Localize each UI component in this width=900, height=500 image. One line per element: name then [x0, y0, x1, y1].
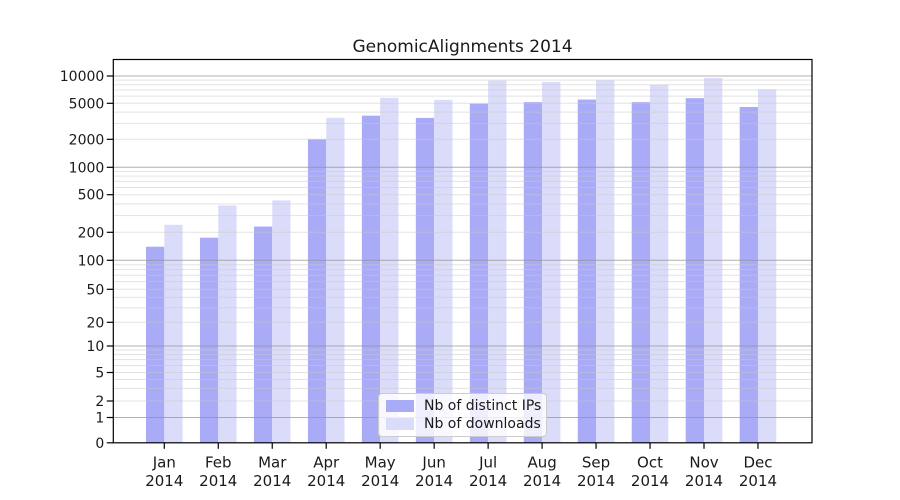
- x-tick-label-year: 2014: [577, 472, 615, 490]
- x-tick-label-month: Oct: [637, 454, 663, 472]
- x-tick-label-month: Aug: [527, 454, 556, 472]
- x-tick-label-month: Sep: [582, 454, 610, 472]
- y-tick-label: 1: [95, 411, 104, 427]
- x-tick-label-year: 2014: [145, 472, 183, 490]
- legend-item-downloads: Nb of downloads: [386, 416, 541, 432]
- x-tick-label-year: 2014: [307, 472, 345, 490]
- legend-label-distinct-ips: Nb of distinct IPs: [424, 398, 542, 414]
- bar-ips-jun: [415, 117, 435, 443]
- x-tick-label-month: Feb: [205, 454, 232, 472]
- y-tick-label: 2000: [69, 132, 105, 148]
- y-tick-label: 200: [78, 225, 105, 241]
- legend-swatch-distinct-ips: [386, 400, 414, 412]
- plot-border: [112, 58, 813, 444]
- bar-downloads-sep: [596, 80, 615, 443]
- y-tick-label: 50: [86, 282, 104, 298]
- x-tick-label-year: 2014: [199, 472, 237, 490]
- y-tick-label: 100: [78, 253, 105, 269]
- bar-ips-jan: [146, 246, 165, 443]
- y-tick-label: 0: [95, 436, 104, 452]
- x-tick-label-year: 2014: [415, 472, 453, 490]
- bar-ips-sep: [577, 99, 597, 443]
- x-tick-label-year: 2014: [523, 472, 561, 490]
- y-tick-label: 2: [95, 394, 104, 410]
- chart-title: GenomicAlignments 2014: [352, 37, 573, 57]
- bar-downloads-oct: [650, 84, 669, 443]
- x-tick-label-year: 2014: [469, 472, 507, 490]
- x-tick-label-month: Nov: [689, 454, 718, 472]
- legend-swatch-downloads: [386, 418, 414, 430]
- y-tick-label: 10000: [60, 69, 105, 85]
- bar-downloads-dec: [757, 89, 777, 443]
- x-tick-label-month: Dec: [743, 454, 772, 472]
- bar-downloads-mar: [272, 200, 291, 443]
- x-tick-label-year: 2014: [631, 472, 669, 490]
- bar-ips-jul: [469, 103, 489, 443]
- y-tick-label: 20: [86, 315, 104, 331]
- bar-ips-may: [361, 115, 381, 443]
- bar-downloads-jun: [434, 99, 453, 443]
- bar-ips-apr: [307, 139, 327, 443]
- x-tick-label-month: May: [365, 454, 396, 472]
- bar-downloads-apr: [326, 117, 345, 443]
- y-tick-label: 1000: [69, 160, 105, 176]
- x-tick-label-month: Mar: [258, 454, 287, 472]
- x-tick-label-month: Jul: [478, 454, 497, 472]
- bar-downloads-feb: [218, 205, 237, 443]
- bar-downloads-jan: [164, 224, 183, 443]
- x-tick-label-month: Jun: [421, 454, 445, 472]
- legend-item-distinct-ips: Nb of distinct IPs: [386, 398, 541, 414]
- bar-ips-nov: [685, 98, 704, 443]
- bar-ips-oct: [631, 102, 651, 443]
- y-tick-label: 5: [95, 366, 104, 382]
- y-tick-label: 5000: [69, 96, 105, 112]
- bar-downloads-aug: [542, 81, 561, 443]
- x-tick-label-month: Jan: [152, 454, 176, 472]
- bar-ips-mar: [253, 226, 273, 443]
- y-tick-label: 10: [86, 339, 104, 355]
- x-tick-label-month: Apr: [313, 454, 340, 472]
- bar-ips-aug: [523, 102, 543, 443]
- x-tick-label-year: 2014: [361, 472, 399, 490]
- bar-downloads-may: [380, 97, 399, 443]
- x-tick-label-year: 2014: [739, 472, 777, 490]
- legend: Nb of distinct IPs Nb of downloads: [378, 393, 547, 437]
- y-tick-label: 500: [78, 188, 105, 204]
- bar-ips-feb: [199, 237, 219, 443]
- x-tick-label-year: 2014: [253, 472, 291, 490]
- x-tick-label-year: 2014: [685, 472, 723, 490]
- legend-label-downloads: Nb of downloads: [424, 416, 541, 432]
